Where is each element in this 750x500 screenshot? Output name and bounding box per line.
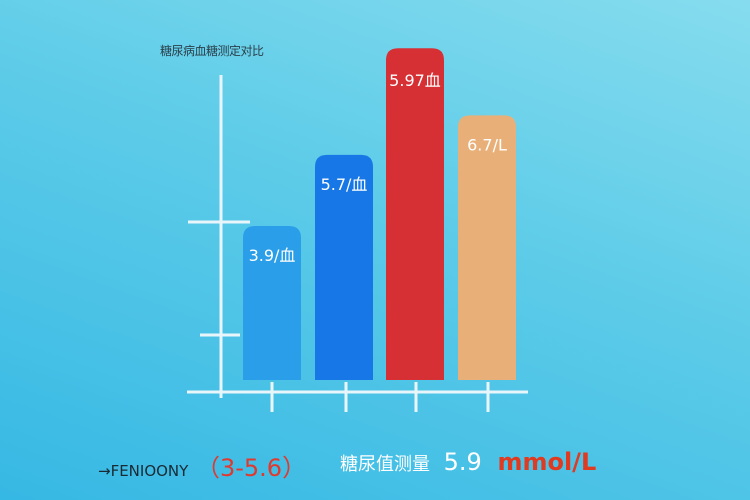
chart-title: 糖尿病血糖测定对比 — [160, 44, 264, 58]
bar-value-label: 6.7/L — [467, 135, 507, 154]
axes — [187, 75, 528, 412]
bar — [386, 48, 444, 380]
reference-range-value: （3-5.6） — [195, 454, 307, 482]
reference-range: →FENIOONY （3-5.6） — [98, 448, 306, 483]
bar — [243, 225, 301, 380]
reference-label: →FENIOONY — [98, 462, 189, 480]
bar-value-label: 5.97血 — [389, 71, 441, 90]
bar — [458, 115, 516, 380]
measurement-value: 5.9 — [443, 448, 482, 476]
bar — [315, 154, 373, 380]
measurement-label: 糖尿值测量 — [340, 454, 430, 475]
measurement: 糖尿值测量 5.9 mmol/L — [340, 448, 596, 476]
measurement-unit: mmol/L — [497, 448, 597, 476]
bar-value-label: 5.7/血 — [321, 175, 368, 194]
bar-value-label: 3.9/血 — [249, 246, 296, 265]
